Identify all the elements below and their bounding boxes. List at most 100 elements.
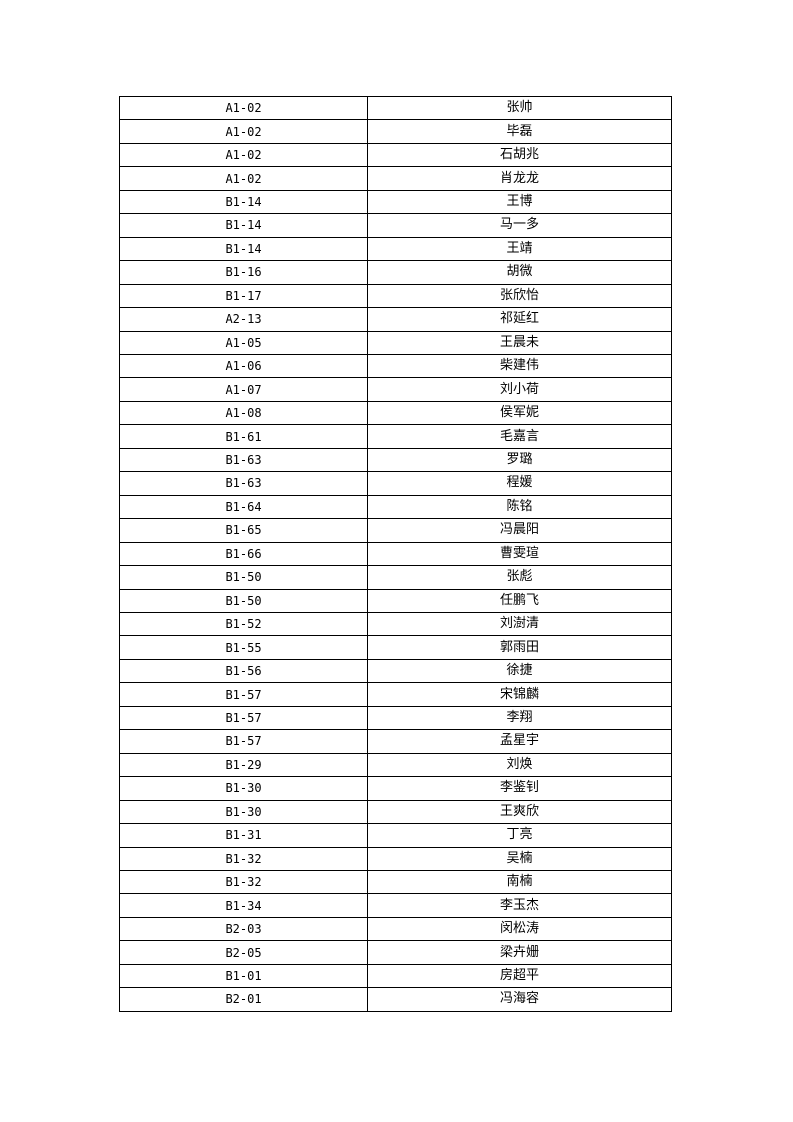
- room-code-cell: A1-02: [119, 142, 368, 168]
- room-code-cell: B1-57: [119, 682, 368, 707]
- person-name-cell: 石胡兆: [367, 142, 672, 168]
- person-name-cell: 毛嘉言: [367, 424, 672, 449]
- table-row: B1-32 南楠: [119, 869, 672, 895]
- table-row: B1-64 陈铭: [119, 494, 672, 520]
- table-row: A1-07 刘小荷: [119, 377, 672, 402]
- person-name-cell: 孟星宇: [367, 729, 672, 754]
- person-name-cell: 毕磊: [367, 119, 672, 144]
- person-name-cell: 王爽欣: [367, 799, 672, 825]
- person-name-cell: 罗璐: [367, 447, 672, 473]
- table-row: B1-14 马一多: [119, 213, 672, 238]
- table-row: B1-63 程媛: [119, 471, 672, 496]
- person-name-cell: 马一多: [367, 213, 672, 238]
- room-code-cell: A1-07: [119, 377, 368, 402]
- table-row: B1-14 王靖: [119, 236, 672, 262]
- room-code-cell: A1-05: [119, 330, 368, 355]
- person-name-cell: 张彪: [367, 565, 672, 590]
- person-name-cell: 刘焕: [367, 752, 672, 778]
- table-row: B1-57 孟星宇: [119, 729, 672, 754]
- room-code-cell: B1-61: [119, 424, 368, 449]
- room-code-cell: B1-34: [119, 893, 368, 918]
- table-row: B1-57 宋锦麟: [119, 682, 672, 707]
- table-row: B2-03 闵松涛: [119, 916, 672, 942]
- room-code-cell: A1-08: [119, 400, 368, 426]
- table-row: A1-05 王晨未: [119, 330, 672, 355]
- room-code-cell: B2-03: [119, 916, 368, 942]
- room-code-cell: B1-32: [119, 846, 368, 871]
- room-code-cell: A2-13: [119, 307, 368, 332]
- room-code-cell: B1-65: [119, 518, 368, 543]
- table-row: A1-02 肖龙龙: [119, 166, 672, 191]
- room-code-cell: A1-02: [119, 95, 368, 121]
- person-name-cell: 丁亮: [367, 823, 672, 848]
- table-row: B1-30 王爽欣: [119, 799, 672, 825]
- room-code-cell: B1-50: [119, 565, 368, 590]
- room-code-cell: B1-14: [119, 189, 368, 215]
- room-code-cell: B1-01: [119, 963, 368, 989]
- room-code-cell: B1-56: [119, 658, 368, 684]
- person-name-cell: 王晨未: [367, 330, 672, 355]
- room-code-cell: A1-02: [119, 166, 368, 191]
- table-row: B1-56 徐捷: [119, 658, 672, 684]
- table-row: B2-01 冯海容: [119, 987, 672, 1012]
- room-code-cell: B1-14: [119, 236, 368, 262]
- room-code-cell: B2-05: [119, 940, 368, 965]
- room-code-cell: B1-32: [119, 869, 368, 895]
- person-name-cell: 侯军妮: [367, 400, 672, 426]
- room-code-cell: B1-66: [119, 541, 368, 567]
- person-name-cell: 冯晨阳: [367, 518, 672, 543]
- person-name-cell: 祁延红: [367, 307, 672, 332]
- table-row: B1-16 胡微: [119, 260, 672, 285]
- table-row: B1-50 张彪: [119, 565, 672, 590]
- person-name-cell: 刘小荷: [367, 377, 672, 402]
- table-row: A2-13 祁延红: [119, 307, 672, 332]
- person-name-cell: 刘澍清: [367, 611, 672, 637]
- room-code-cell: A1-06: [119, 353, 368, 379]
- person-name-cell: 南楠: [367, 869, 672, 895]
- table-row: B1-55 郭雨田: [119, 635, 672, 660]
- room-code-cell: B1-57: [119, 705, 368, 731]
- person-name-cell: 闵松涛: [367, 916, 672, 942]
- person-name-cell: 王靖: [367, 236, 672, 262]
- room-code-cell: B1-55: [119, 635, 368, 660]
- table-row: A1-06 柴建伟: [119, 353, 672, 379]
- person-name-cell: 宋锦麟: [367, 682, 672, 707]
- person-name-cell: 李玉杰: [367, 893, 672, 918]
- person-name-cell: 梁卉姗: [367, 940, 672, 965]
- room-code-cell: A1-02: [119, 119, 368, 144]
- room-code-cell: B1-64: [119, 494, 368, 520]
- table-row: A1-02 石胡兆: [119, 142, 672, 168]
- person-name-cell: 李翔: [367, 705, 672, 731]
- person-name-cell: 肖龙龙: [367, 166, 672, 191]
- room-code-cell: B1-16: [119, 260, 368, 285]
- person-name-cell: 胡微: [367, 260, 672, 285]
- person-name-cell: 郭雨田: [367, 635, 672, 660]
- table-row: A1-02 毕磊: [119, 119, 672, 144]
- person-name-cell: 张欣怡: [367, 283, 672, 309]
- person-name-cell: 房超平: [367, 963, 672, 989]
- table-row: B1-34 李玉杰: [119, 893, 672, 918]
- table-row: B1-57 李翔: [119, 705, 672, 731]
- table-row: B2-05 梁卉姗: [119, 940, 672, 965]
- room-code-cell: B1-14: [119, 213, 368, 238]
- table-row: B1-29 刘焕: [119, 752, 672, 778]
- table-row: B1-17 张欣怡: [119, 283, 672, 309]
- table-row: B1-65 冯晨阳: [119, 518, 672, 543]
- person-name-cell: 曹雯瑄: [367, 541, 672, 567]
- table-row: B1-50 任鹏飞: [119, 588, 672, 613]
- person-name-cell: 徐捷: [367, 658, 672, 684]
- person-name-cell: 程媛: [367, 471, 672, 496]
- room-code-cell: B1-63: [119, 447, 368, 473]
- table-row: A1-08 侯军妮: [119, 400, 672, 426]
- room-code-cell: B1-30: [119, 799, 368, 825]
- room-code-cell: B1-17: [119, 283, 368, 309]
- person-name-cell: 王博: [367, 189, 672, 215]
- table-row: B1-01 房超平: [119, 963, 672, 989]
- room-code-cell: B1-63: [119, 471, 368, 496]
- table-row: B1-32 吴楠: [119, 846, 672, 871]
- room-code-cell: B1-57: [119, 729, 368, 754]
- room-code-cell: B1-50: [119, 588, 368, 613]
- room-assignment-table: A1-02 张帅 A1-02 毕磊 A1-02 石胡兆 A1-02 肖龙龙 B1-14 王博 B1-…: [119, 95, 672, 1012]
- person-name-cell: 张帅: [367, 95, 672, 121]
- room-code-cell: B2-01: [119, 987, 368, 1012]
